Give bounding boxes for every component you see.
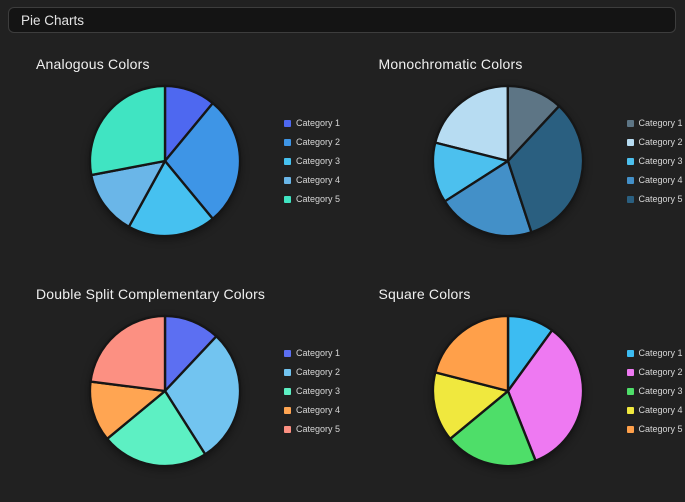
legend-swatch	[284, 349, 291, 357]
legend-item[interactable]: Category 4	[626, 405, 683, 415]
pie-slice-category-4[interactable]	[443, 159, 533, 238]
legend-item[interactable]: Category 4	[284, 405, 340, 415]
legend-swatch	[284, 157, 291, 165]
legend-item[interactable]: Category 1	[284, 118, 340, 128]
legend-item[interactable]: Category 1	[284, 348, 340, 358]
legend-item[interactable]: Category 2	[284, 367, 340, 377]
legend-swatch	[626, 406, 634, 414]
pie-slice-category-3[interactable]	[127, 159, 215, 238]
pie-slice-category-4[interactable]	[90, 159, 167, 228]
pie-chart[interactable]	[86, 312, 244, 470]
legend: Category 1 Category 2 Category 3 Category 4…	[284, 348, 340, 434]
chart-title: Analogous Colors	[36, 56, 150, 72]
chart-title: Double Split Complementary Colors	[36, 286, 266, 302]
legend-item[interactable]: Category 5	[284, 194, 340, 204]
pie-slice-category-5[interactable]	[88, 84, 167, 177]
legend-label: Category 3	[296, 386, 341, 396]
legend-swatch	[284, 195, 291, 203]
pie-slice-category-3[interactable]	[448, 389, 537, 468]
legend-swatch	[626, 387, 634, 395]
chart-row: Category 1 Category 2 Category 3 Category 4…	[429, 312, 685, 470]
page-title: Pie Charts	[21, 12, 85, 28]
pie-chart[interactable]	[86, 82, 244, 240]
legend-swatch	[284, 138, 291, 146]
legend-label: Category 3	[638, 156, 683, 166]
pie-slice-category-2[interactable]	[163, 101, 242, 221]
legend-swatch	[284, 176, 291, 184]
legend-item[interactable]: Category 3	[284, 156, 340, 166]
legend-item[interactable]: Category 2	[626, 137, 683, 147]
legend-label: Category 3	[638, 386, 683, 396]
legend-label: Category 4	[638, 405, 683, 415]
legend-label: Category 1	[296, 118, 341, 128]
legend-swatch	[626, 176, 634, 184]
legend-label: Category 4	[296, 175, 341, 185]
chart-row: Category 1 Category 2 Category 3 Category 4…	[429, 82, 685, 240]
legend-item[interactable]: Category 5	[626, 424, 683, 434]
legend-label: Category 1	[638, 118, 683, 128]
legend-label: Category 5	[638, 194, 683, 204]
chart-row: Category 1 Category 2 Category 3 Category 4…	[86, 312, 343, 470]
chart-title: Square Colors	[378, 286, 471, 302]
legend-item[interactable]: Category 5	[284, 424, 340, 434]
legend: Category 1 Category 2 Category 3 Category 4…	[626, 348, 683, 434]
legend-item[interactable]: Category 2	[626, 367, 683, 377]
pie-slice-category-4[interactable]	[431, 371, 509, 441]
legend-item[interactable]: Category 1	[626, 118, 683, 128]
legend-label: Category 2	[296, 137, 341, 147]
legend-item[interactable]: Category 4	[626, 175, 683, 185]
legend-item[interactable]: Category 3	[626, 156, 683, 166]
legend-item[interactable]: Category 3	[284, 386, 340, 396]
pie-chart[interactable]	[429, 312, 587, 470]
legend-label: Category 1	[296, 348, 341, 358]
chart-panel-analogous-colors: Analogous Colors Category 1 Category 2 Cat…	[0, 42, 343, 272]
legend-swatch	[626, 368, 634, 376]
legend-swatch	[626, 138, 634, 146]
chart-row: Category 1 Category 2 Category 3 Category 4…	[86, 82, 343, 240]
legend-swatch	[626, 157, 634, 165]
legend-swatch	[284, 406, 291, 414]
legend-label: Category 2	[638, 137, 683, 147]
pie-slice-category-2[interactable]	[433, 84, 509, 163]
legend-label: Category 5	[296, 194, 341, 204]
pie-slice-category-5[interactable]	[506, 104, 584, 234]
chart-panel-monochromatic-colors: Monochromatic Colors Category 1 Category …	[343, 42, 685, 272]
legend-label: Category 5	[296, 424, 341, 434]
legend: Category 1 Category 2 Category 3 Category 4…	[284, 118, 340, 204]
chart-title: Monochromatic Colors	[378, 56, 523, 72]
pie-slice-category-2[interactable]	[163, 335, 242, 456]
legend-swatch	[284, 387, 291, 395]
pie-slice-category-3[interactable]	[105, 389, 207, 468]
charts-grid: Analogous Colors Category 1 Category 2 Cat…	[0, 42, 685, 502]
legend-item[interactable]: Category 1	[626, 348, 683, 358]
pie-slice-category-2[interactable]	[506, 329, 584, 462]
legend-swatch	[284, 425, 291, 433]
pie-slice-category-5[interactable]	[89, 314, 167, 393]
pie-chart[interactable]	[429, 82, 587, 240]
legend-swatch	[626, 195, 634, 203]
pie-slice-category-5[interactable]	[433, 314, 509, 393]
legend-label: Category 4	[296, 405, 341, 415]
legend: Category 1 Category 2 Category 3 Category 4…	[626, 118, 683, 204]
chart-panel-double-split-complementary-colors: Double Split Complementary Colors Catego…	[0, 272, 343, 502]
legend-item[interactable]: Category 3	[626, 386, 683, 396]
chart-panel-square-colors: Square Colors Category 1 Category 2 Catego…	[343, 272, 685, 502]
legend-label: Category 2	[638, 367, 683, 377]
legend-label: Category 3	[296, 156, 341, 166]
legend-swatch	[626, 119, 634, 127]
legend-item[interactable]: Category 5	[626, 194, 683, 204]
legend-label: Category 5	[638, 424, 683, 434]
legend-swatch	[626, 425, 634, 433]
page-title-bar: Pie Charts	[8, 7, 676, 33]
legend-label: Category 1	[638, 348, 683, 358]
legend-swatch	[284, 368, 291, 376]
legend-swatch	[284, 119, 291, 127]
legend-swatch	[626, 349, 634, 357]
legend-label: Category 4	[638, 175, 683, 185]
legend-item[interactable]: Category 4	[284, 175, 340, 185]
legend-label: Category 2	[296, 367, 341, 377]
legend-item[interactable]: Category 2	[284, 137, 340, 147]
